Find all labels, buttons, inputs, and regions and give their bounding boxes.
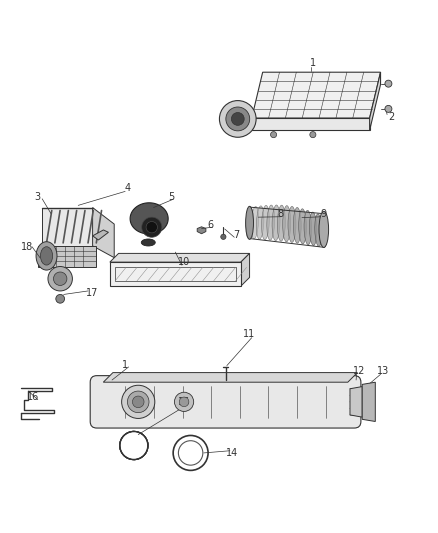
- Ellipse shape: [283, 206, 291, 242]
- Text: 5: 5: [168, 192, 174, 201]
- Polygon shape: [241, 253, 250, 286]
- Circle shape: [48, 266, 72, 291]
- Ellipse shape: [256, 206, 264, 239]
- Ellipse shape: [267, 205, 275, 240]
- Text: 11: 11: [244, 329, 256, 339]
- Circle shape: [221, 234, 226, 239]
- Text: 4: 4: [124, 183, 131, 193]
- Circle shape: [385, 80, 392, 87]
- Ellipse shape: [246, 206, 254, 239]
- Circle shape: [127, 391, 149, 413]
- Polygon shape: [38, 246, 96, 266]
- Polygon shape: [252, 72, 381, 118]
- Circle shape: [310, 132, 316, 138]
- Text: 9: 9: [321, 209, 327, 219]
- Polygon shape: [197, 227, 206, 234]
- Circle shape: [219, 101, 256, 138]
- Text: 7: 7: [233, 230, 240, 240]
- Polygon shape: [130, 203, 168, 234]
- Ellipse shape: [36, 241, 57, 270]
- Text: 15: 15: [178, 397, 190, 407]
- Ellipse shape: [261, 205, 269, 240]
- Text: 17: 17: [86, 288, 99, 298]
- Ellipse shape: [288, 206, 296, 243]
- Polygon shape: [92, 207, 114, 257]
- Ellipse shape: [319, 211, 328, 247]
- Text: 12: 12: [353, 366, 365, 376]
- Circle shape: [271, 132, 277, 138]
- FancyBboxPatch shape: [110, 262, 241, 286]
- Ellipse shape: [277, 205, 286, 241]
- FancyBboxPatch shape: [90, 376, 361, 428]
- Circle shape: [226, 107, 250, 131]
- Text: 13: 13: [377, 366, 389, 376]
- Text: 8: 8: [277, 209, 283, 219]
- Text: 16: 16: [27, 392, 39, 402]
- Ellipse shape: [304, 211, 312, 245]
- Ellipse shape: [246, 207, 253, 239]
- Ellipse shape: [272, 205, 280, 240]
- Ellipse shape: [299, 209, 307, 244]
- Text: 1: 1: [310, 59, 316, 68]
- Polygon shape: [362, 382, 375, 422]
- Ellipse shape: [40, 247, 53, 265]
- Ellipse shape: [309, 212, 317, 246]
- Polygon shape: [103, 373, 357, 382]
- Text: 1: 1: [122, 360, 128, 370]
- Circle shape: [132, 396, 144, 408]
- Ellipse shape: [293, 207, 301, 243]
- Polygon shape: [370, 72, 381, 130]
- Circle shape: [174, 392, 194, 411]
- Text: 3: 3: [35, 192, 41, 201]
- Ellipse shape: [315, 214, 322, 246]
- Circle shape: [56, 294, 64, 303]
- Polygon shape: [110, 253, 250, 262]
- Circle shape: [53, 272, 67, 286]
- Text: 14: 14: [226, 448, 238, 458]
- Text: 2: 2: [389, 112, 395, 122]
- Polygon shape: [92, 230, 109, 240]
- Ellipse shape: [141, 239, 155, 246]
- Text: 6: 6: [207, 220, 213, 230]
- Polygon shape: [350, 386, 362, 417]
- Circle shape: [231, 112, 244, 125]
- Text: 10: 10: [178, 257, 190, 267]
- Polygon shape: [42, 207, 92, 246]
- Circle shape: [179, 397, 189, 407]
- Circle shape: [146, 222, 157, 233]
- Circle shape: [122, 385, 155, 418]
- Circle shape: [385, 106, 392, 112]
- Ellipse shape: [320, 216, 327, 247]
- Text: 18: 18: [21, 242, 33, 252]
- Ellipse shape: [251, 206, 258, 239]
- Polygon shape: [252, 118, 370, 130]
- Circle shape: [142, 217, 162, 237]
